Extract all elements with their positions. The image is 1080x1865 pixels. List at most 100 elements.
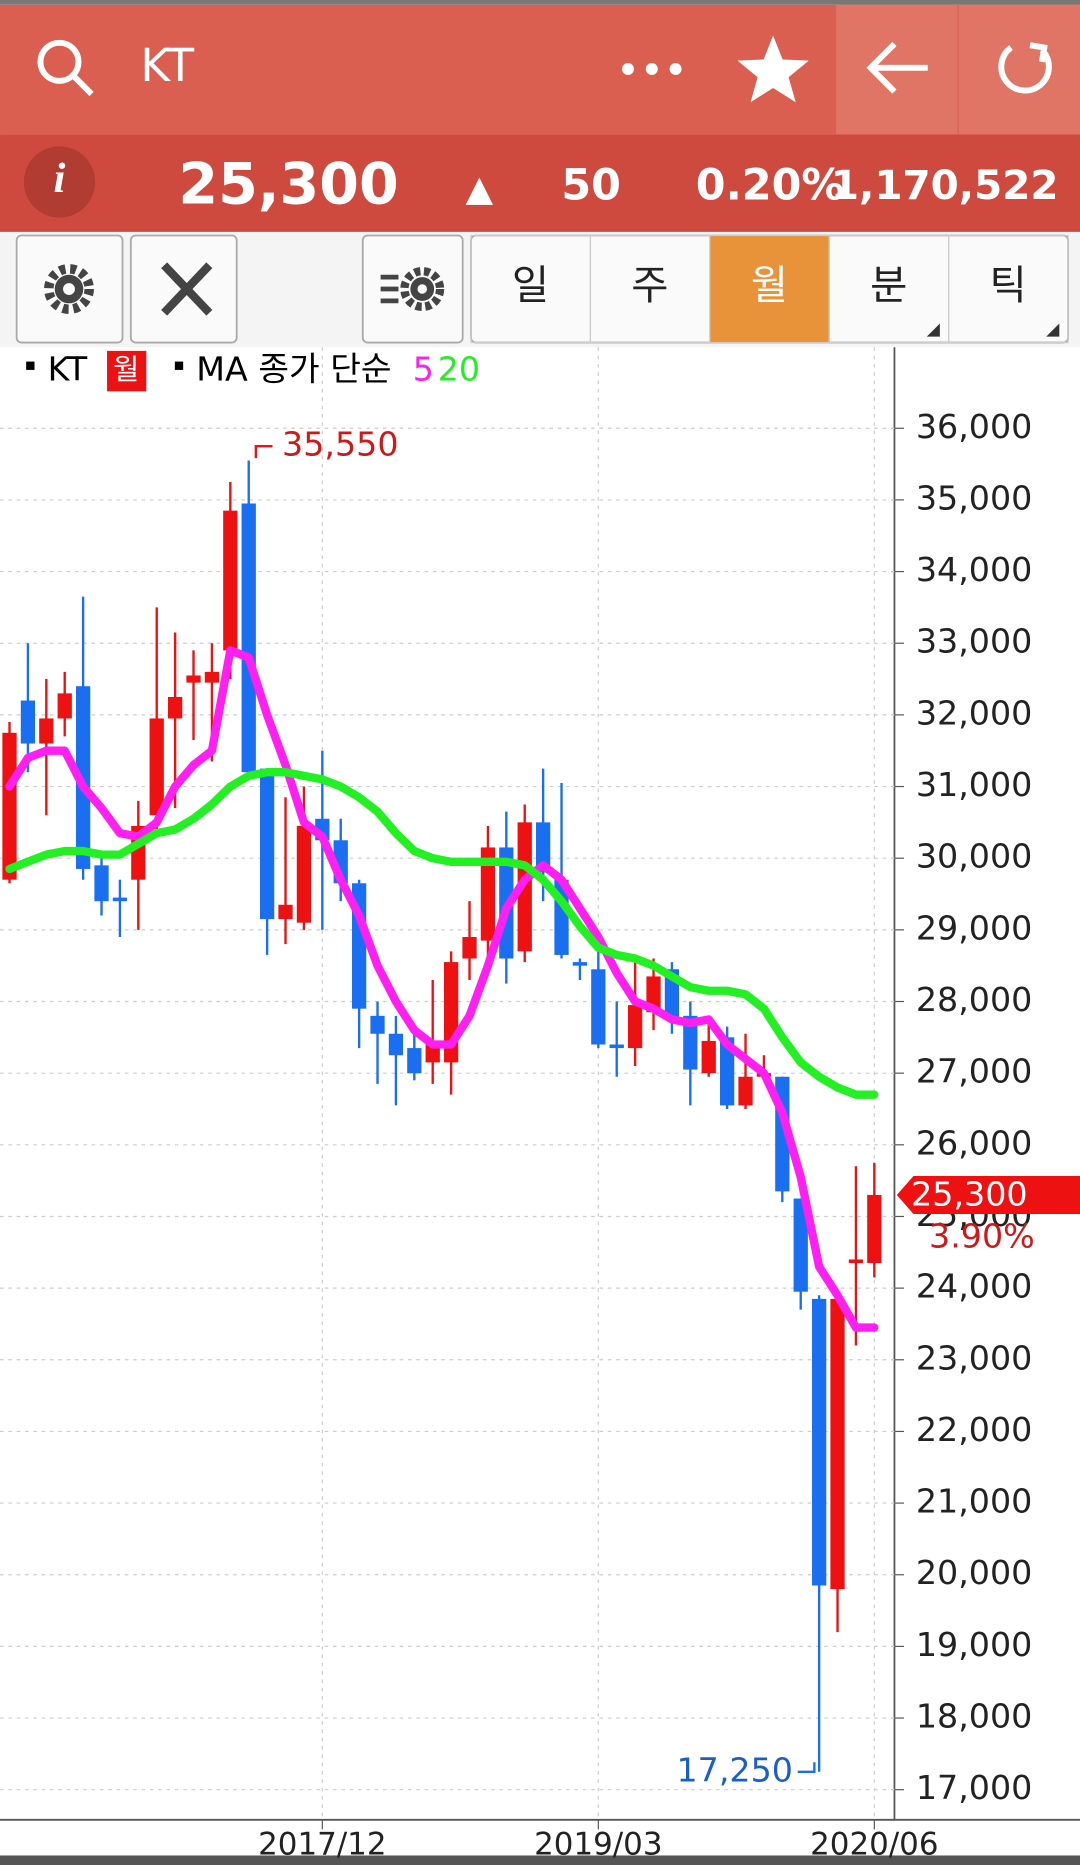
legend-entry: 20 [438, 350, 480, 389]
legend-entry: 5 [413, 350, 434, 389]
indicator-button[interactable] [361, 234, 464, 344]
y-tick-label: 26,000 [916, 1123, 1033, 1162]
change-arrow: ▲ [466, 168, 494, 209]
candle-body [39, 718, 54, 744]
candle-body [811, 1298, 827, 1586]
back-icon [866, 41, 928, 94]
low-label: 17,250 [676, 1750, 793, 1789]
candle-body [388, 1033, 404, 1056]
candle-body [683, 1015, 698, 1070]
y-tick-label: 36,000 [916, 407, 1033, 446]
info-button[interactable] [23, 146, 96, 218]
low-marker [797, 1762, 816, 1773]
candle-body [867, 1194, 882, 1264]
candle-body [609, 1044, 624, 1049]
y-tick-label: 31,000 [916, 765, 1033, 804]
status-edge [0, 0, 1080, 5]
candle-body [259, 768, 275, 920]
y-tick-label: 21,000 [916, 1482, 1033, 1521]
candle-body [425, 1044, 440, 1063]
candle-body [535, 822, 551, 873]
candle-body [591, 969, 606, 1045]
candle-body [480, 847, 496, 941]
candle-body [830, 1298, 845, 1590]
more-icon[interactable] [622, 63, 682, 75]
legend-marker [26, 361, 35, 370]
candle-body [57, 693, 72, 719]
candle-body [793, 1198, 808, 1292]
y-tick-label: 27,000 [916, 1052, 1033, 1091]
candle-body [627, 1005, 643, 1049]
y-tick-label: 17,000 [916, 1768, 1033, 1807]
candle-body [94, 865, 109, 902]
y-tick-label: 30,000 [916, 837, 1033, 876]
candle-body [241, 503, 256, 773]
tab-label: 일 [512, 261, 549, 309]
candle-body [719, 1037, 735, 1106]
candle-body [20, 700, 36, 744]
candle-body [167, 696, 183, 719]
change: 50 [561, 160, 621, 210]
candle-body [462, 937, 477, 959]
tab-corner [1046, 323, 1060, 337]
candle-body [572, 962, 588, 966]
refresh-button[interactable] [958, 4, 1080, 135]
y-tick-label: 33,000 [916, 622, 1033, 661]
candle-body [223, 510, 238, 651]
candle-body [112, 897, 128, 902]
legend-name: KT [48, 350, 88, 389]
candle-body [204, 671, 220, 683]
change-pct: 0.20% [696, 160, 844, 210]
high-label: 35,550 [282, 425, 399, 464]
candle-body [186, 675, 201, 683]
tools-button[interactable] [129, 234, 238, 344]
ma-line [5, 768, 879, 1099]
y-tick-label: 23,000 [916, 1338, 1033, 1377]
last-price-tag [896, 1175, 1080, 1215]
candle-body [738, 1076, 753, 1106]
last-price-label: 25,300 [911, 1175, 1028, 1214]
high-marker [254, 445, 273, 459]
candle-body [848, 1259, 864, 1264]
legend: KT 월 MA 종가 단순 5 20 [26, 350, 480, 392]
tab[interactable] [948, 234, 1069, 344]
search-icon[interactable] [37, 39, 94, 97]
tab[interactable] [709, 234, 830, 344]
candle-body [701, 1040, 716, 1074]
y-tick-label: 22,000 [916, 1410, 1033, 1449]
y-tick-label: 32,000 [916, 693, 1033, 732]
settings-button[interactable] [15, 234, 124, 344]
period-badge [107, 350, 147, 392]
candle-body [370, 1015, 385, 1034]
candle-body [407, 1048, 422, 1074]
legend-marker [174, 361, 184, 370]
tab-label: 분 [870, 261, 907, 309]
last-change-label: 3.90% [929, 1216, 1035, 1255]
current-price: 25,300 [178, 152, 398, 218]
y-tick-label: 24,000 [916, 1267, 1033, 1306]
bottom-edge [0, 1855, 1080, 1865]
price-bar [0, 134, 1080, 232]
tab-label: 주 [631, 261, 668, 309]
y-tick-label: 19,000 [916, 1625, 1033, 1664]
y-tick-label: 28,000 [916, 980, 1033, 1019]
y-tick-label: 18,000 [916, 1697, 1033, 1736]
favorite-icon[interactable] [737, 35, 809, 103]
candle-body [296, 825, 312, 923]
x-tick-label: 2019/03 [534, 1826, 662, 1862]
y-tick-label: 20,000 [916, 1553, 1033, 1592]
candle-body [278, 904, 293, 920]
y-tick-label: 35,000 [916, 478, 1033, 517]
tab-label: 월 [751, 261, 788, 309]
stock-name: KT [140, 39, 194, 92]
plot: 17,000 18,000 19,000 20,000 21,000 22,000 23,0… [0, 347, 1080, 1862]
candle-body [149, 718, 164, 816]
info-label: i [54, 155, 66, 202]
ma-label: MA 종가 단순 [196, 350, 391, 389]
volume: 1,170,522 [831, 161, 1059, 209]
refresh-icon [998, 42, 1052, 94]
x-tick-label: 2017/12 [258, 1826, 386, 1862]
